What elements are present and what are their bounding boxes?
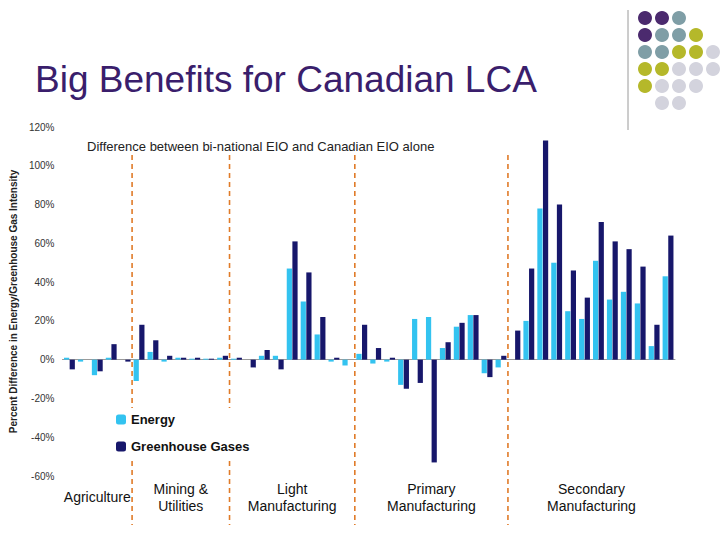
svg-text:Manufacturing: Manufacturing (248, 498, 337, 514)
svg-text:100%: 100% (29, 160, 55, 171)
svg-text:Greenhouse Gases: Greenhouse Gases (131, 439, 250, 454)
svg-text:Difference between bi-national: Difference between bi-national EIO and C… (87, 139, 434, 154)
svg-text:120%: 120% (29, 122, 55, 133)
svg-text:60%: 60% (34, 238, 54, 249)
svg-text:Manufacturing: Manufacturing (547, 498, 636, 514)
svg-text:20%: 20% (34, 315, 54, 326)
svg-text:Utilities: Utilities (158, 498, 203, 514)
svg-text:40%: 40% (34, 277, 54, 288)
svg-text:Agriculture: Agriculture (64, 489, 131, 505)
svg-text:Energy: Energy (131, 412, 176, 427)
svg-text:-40%: -40% (31, 432, 54, 443)
svg-text:Big Benefits for Canadian LCA: Big Benefits for Canadian LCA (35, 59, 537, 100)
svg-text:Light: Light (277, 481, 307, 497)
svg-text:-20%: -20% (31, 393, 54, 404)
svg-text:80%: 80% (34, 199, 54, 210)
svg-text:Primary: Primary (407, 481, 455, 497)
svg-text:Mining &: Mining & (154, 481, 209, 497)
svg-text:Manufacturing: Manufacturing (387, 498, 476, 514)
svg-text:Percent Difference in Energy/G: Percent Difference in Energy/Greenhouse … (8, 169, 19, 433)
svg-text:0%: 0% (40, 354, 55, 365)
svg-text:Secondary: Secondary (558, 481, 625, 497)
svg-text:-60%: -60% (31, 471, 54, 482)
